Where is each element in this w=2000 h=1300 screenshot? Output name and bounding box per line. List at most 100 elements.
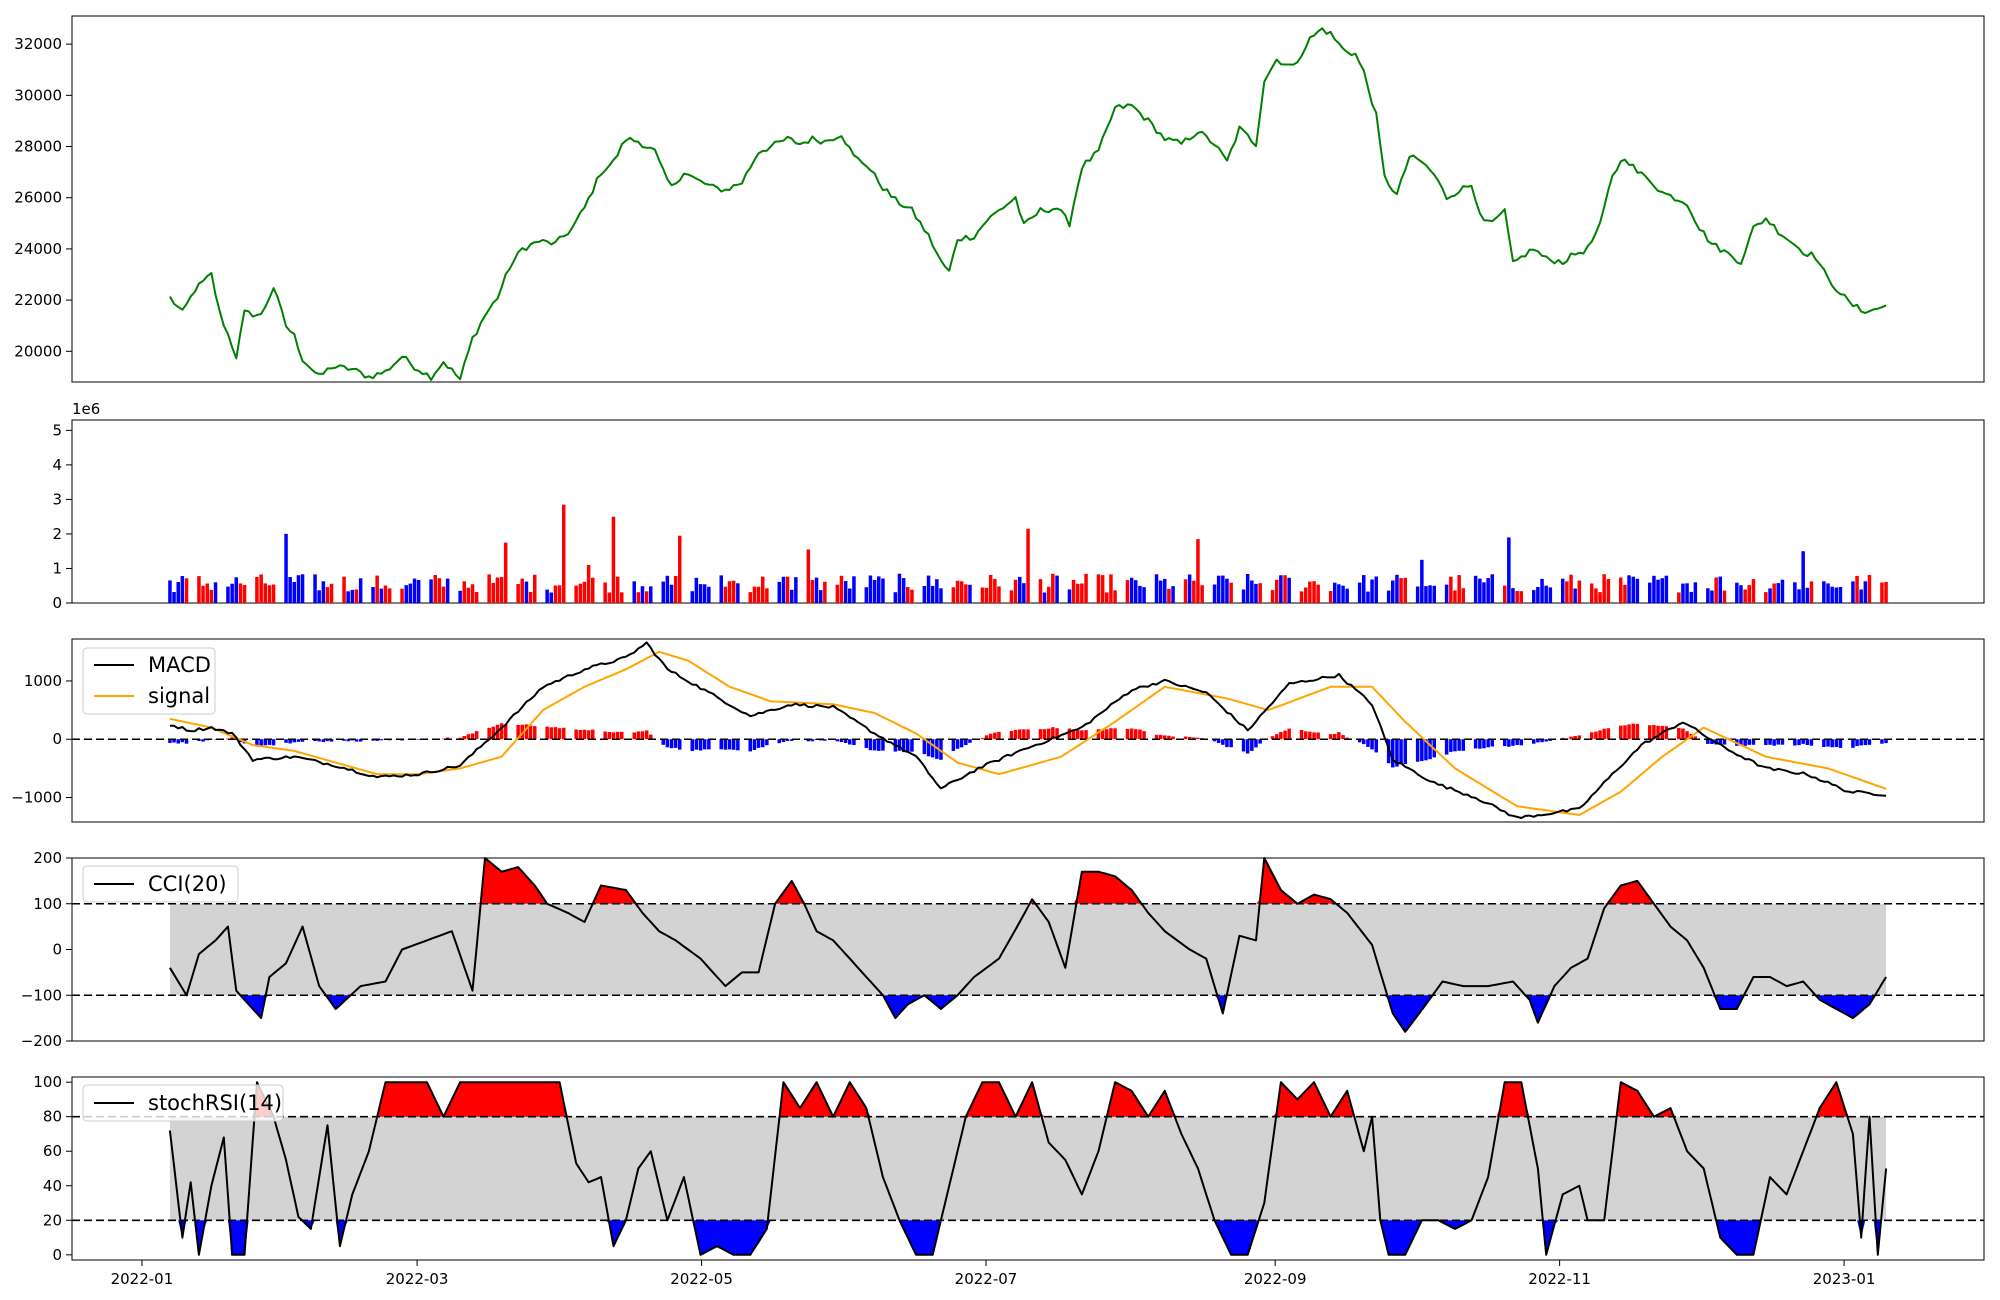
volume-bar: [955, 580, 960, 603]
volume-bar: [1648, 582, 1652, 603]
macd-histogram-bar: [839, 739, 844, 742]
macd-histogram-bar: [545, 726, 549, 740]
volume-bar: [230, 583, 234, 603]
price-ytick-label: 28000: [14, 138, 62, 156]
macd-histogram-bar: [503, 724, 508, 740]
volume-bar: [412, 578, 417, 603]
macd-histogram-bar: [1768, 739, 1772, 745]
volume-panel: 0 1 2 3 4 5: [52, 421, 1888, 612]
volume-bar: [632, 581, 636, 603]
macd-histogram-bar: [1080, 730, 1084, 740]
volume-ytick-label: 2: [52, 525, 62, 543]
stochrsi-legend: stochRSI(14): [82, 1084, 284, 1122]
volume-bar: [1561, 578, 1565, 603]
volume-bar: [1312, 581, 1316, 603]
volume-bar: [1370, 579, 1374, 603]
macd-histogram-bar: [1602, 728, 1606, 740]
macd-histogram-bar: [176, 739, 180, 744]
macd-histogram-bar: [1283, 730, 1287, 740]
macd-histogram-bar: [1366, 739, 1370, 747]
macd-histogram-bar: [201, 739, 205, 742]
macd-histogram-bar: [271, 739, 276, 746]
volume-bar: [263, 583, 267, 603]
volume-bar: [1183, 579, 1188, 603]
macd-histogram-bar: [354, 739, 359, 742]
volume-bar: [209, 589, 214, 603]
volume-bar: [1200, 585, 1204, 603]
volume-bar: [1279, 575, 1283, 603]
volume-bar: [1751, 579, 1756, 603]
macd-histogram-bar: [533, 726, 537, 740]
macd-histogram-bar: [1482, 739, 1486, 749]
volume-bar: [242, 585, 247, 603]
volume-bar: [1084, 573, 1088, 603]
stochrsi-line: [168, 1081, 1888, 1256]
volume-bar: [255, 577, 259, 603]
volume-bar: [810, 580, 815, 603]
macd-histogram-bar: [777, 739, 781, 744]
volume-bar: [1047, 586, 1051, 603]
price-panel-frame: [71, 15, 1985, 383]
volume-bar: [1395, 574, 1399, 603]
macd-histogram-bar: [1598, 730, 1602, 740]
volume-bar: [1386, 590, 1391, 603]
volume-bar: [1884, 581, 1888, 603]
cci-legend-box: [82, 865, 239, 903]
volume-bar: [184, 578, 189, 603]
volume-bar: [997, 586, 1001, 603]
volume-bar: [1743, 589, 1747, 603]
macd-histogram-bar: [1664, 726, 1669, 740]
volume-bar: [1196, 539, 1200, 603]
macd-histogram-bar: [1229, 739, 1233, 748]
volume-bar: [1449, 576, 1453, 603]
volume-bar: [1026, 528, 1030, 603]
macd-histogram-bar: [1076, 730, 1080, 740]
macd-legend: MACD signal: [82, 647, 216, 715]
volume-bar: [603, 582, 607, 603]
macd-histogram-bar: [1718, 739, 1722, 744]
volume-bar: [375, 575, 379, 603]
macd-histogram-bar: [1245, 739, 1250, 754]
macd-histogram-bar: [313, 739, 317, 741]
volume-bar: [321, 581, 326, 603]
volume-bar: [1067, 589, 1072, 603]
stochrsi-ytick-label: 20: [43, 1211, 62, 1229]
macd-histogram-bar: [1884, 739, 1888, 744]
macd-histogram-bar: [1743, 739, 1747, 746]
volume-bar: [553, 585, 558, 603]
macd-panel-frame: [71, 638, 1985, 823]
volume-scale-label: 1e6: [72, 400, 100, 418]
stochrsi-legend-label: stochRSI(14): [148, 1091, 282, 1115]
volume-bar: [1503, 585, 1507, 603]
volume-bar: [1594, 588, 1598, 603]
volume-bar: [1154, 574, 1159, 603]
macd-histogram-bar: [1167, 735, 1171, 740]
volume-bar: [578, 583, 583, 603]
volume-bar: [259, 574, 263, 603]
macd-histogram-bar: [1308, 731, 1312, 740]
volume-bar: [1333, 582, 1337, 603]
macd-histogram-bar: [611, 732, 616, 740]
x-tick-label: 2023-01: [1813, 1270, 1876, 1288]
macd-histogram-bar: [1710, 739, 1714, 744]
volume-bar: [1337, 584, 1341, 603]
macd-histogram-bar: [358, 739, 363, 742]
stochrsi-ytick-label: 40: [43, 1177, 62, 1195]
volume-bar: [1018, 576, 1022, 603]
macd-histogram-bar: [1772, 739, 1776, 746]
macd-histogram-bar: [1449, 739, 1453, 752]
macd-histogram-bar: [1250, 739, 1254, 751]
macd-histogram-bar: [1018, 729, 1022, 740]
volume-bar: [1809, 581, 1814, 603]
volume-ytick-label: 5: [52, 421, 62, 439]
macd-histogram-bar: [644, 730, 649, 740]
macd-histogram-bar: [1216, 739, 1221, 743]
macd-histogram-bar: [1299, 730, 1304, 740]
macd-histogram-bar: [491, 726, 495, 740]
macd-histogram-bar: [574, 729, 578, 740]
volume-bar: [1532, 590, 1536, 603]
volume-bar: [1660, 578, 1664, 603]
macd-histogram-bar: [1511, 739, 1515, 746]
volume-bar: [1780, 579, 1785, 603]
